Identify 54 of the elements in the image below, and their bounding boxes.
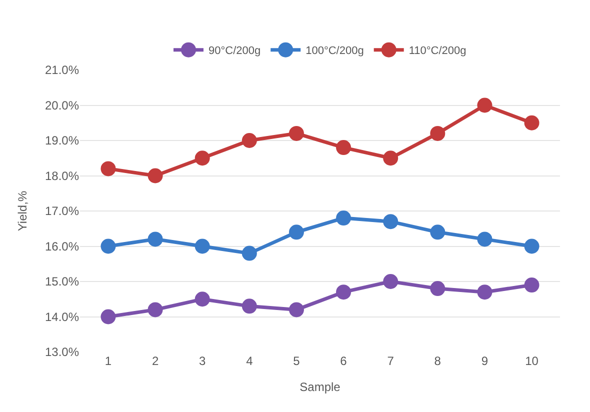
y-tick-label: 13.0% [44, 345, 80, 360]
point [524, 115, 540, 130]
y-tick-label: 20.0% [44, 98, 80, 112]
point [242, 246, 257, 261]
y-tick-label: 14.0% [44, 310, 80, 324]
x-tick-label: 1 [104, 354, 112, 368]
y-tick-label: 17.0% [44, 204, 80, 218]
x-tick-label: 6 [340, 354, 348, 368]
point [148, 302, 163, 318]
x-tick-label: 10 [525, 354, 539, 368]
x-tick-label: 9 [481, 354, 488, 368]
point [336, 210, 352, 226]
point [194, 150, 210, 166]
point [194, 292, 210, 307]
legend-label: 110°C/200g [408, 45, 466, 58]
y-tick-label: 15.0% [44, 274, 80, 289]
point [383, 274, 398, 289]
x-tick-label: 5 [293, 354, 300, 368]
point [524, 238, 540, 254]
point [430, 126, 446, 141]
x-tick-label: 8 [434, 354, 442, 368]
y-tick-label: 21.0% [44, 63, 80, 78]
legend-label: 90°C/200g [208, 45, 261, 58]
y-axis-title: Yield,% [15, 190, 30, 232]
point [477, 232, 492, 247]
x-tick-label: 3 [199, 354, 206, 368]
point [100, 238, 116, 254]
y-tick-label: 19.0% [44, 134, 80, 148]
point [477, 284, 492, 300]
legend-label: 100°C/200g [306, 45, 364, 58]
y-tick-label: 16.0% [44, 239, 80, 254]
point [100, 161, 116, 176]
point [383, 214, 398, 230]
point [336, 140, 352, 156]
point [430, 281, 446, 296]
point [477, 98, 492, 113]
x-tick-label: 7 [387, 354, 394, 368]
point [430, 224, 446, 240]
x-tick-label: 4 [246, 354, 254, 368]
x-tick-label: 2 [152, 354, 159, 368]
point [100, 309, 116, 324]
point [242, 133, 257, 148]
point [148, 232, 163, 247]
x-axis-title: Sample [300, 380, 341, 394]
point [383, 150, 398, 166]
point [524, 278, 540, 293]
point [288, 126, 304, 141]
y-tick-label: 18.0% [44, 168, 80, 183]
point [288, 224, 304, 240]
point [242, 298, 257, 314]
point [336, 284, 352, 300]
point [148, 168, 163, 184]
point [194, 238, 210, 254]
point [288, 302, 304, 318]
